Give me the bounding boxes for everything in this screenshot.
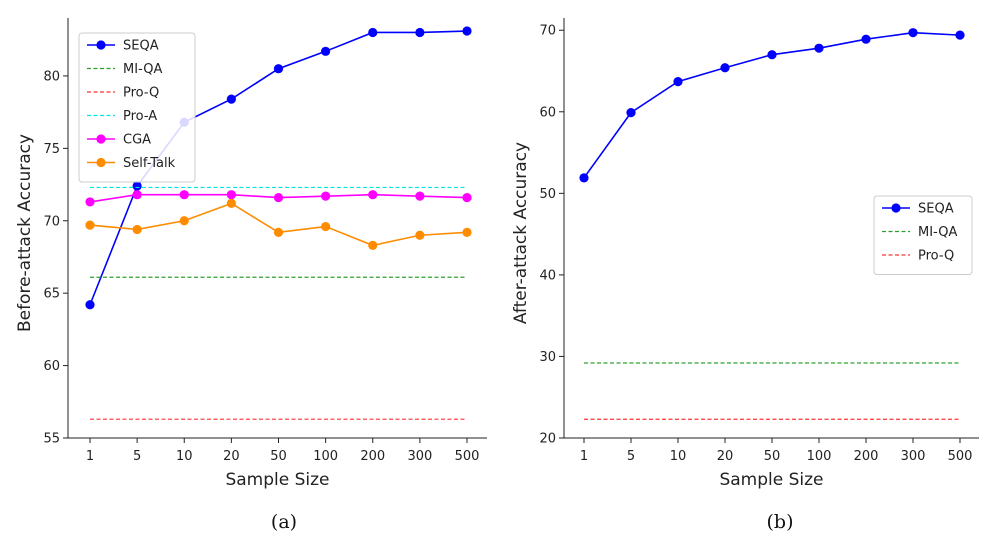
subplot-a-series-cga-point-20 xyxy=(226,190,236,200)
legend-label-self-talk: Self-Talk xyxy=(123,156,176,171)
subplot-a-ytick-label: 75 xyxy=(43,142,60,157)
subplot-a-series-self-talk-point-300 xyxy=(415,230,425,240)
subplot-a-series-seqa-point-200 xyxy=(368,27,378,38)
subplot-a-series-seqa-point-20 xyxy=(226,94,236,104)
subplot-a-series-seqa-point-5 xyxy=(132,181,142,191)
subplot-a-caption: (a) xyxy=(271,511,297,533)
subplot-a-series-self-talk-point-500 xyxy=(462,227,472,237)
subplot-a-series-self-talk-point-200 xyxy=(368,240,378,250)
subplot-b-xtick-label: 500 xyxy=(948,449,973,464)
subplot-a-ytick-label: 65 xyxy=(43,287,60,302)
subplot-a-series-cga-point-300 xyxy=(415,191,425,201)
subplot-a-xlabel: Sample Size xyxy=(225,470,329,490)
subplot-b-ytick-label: 40 xyxy=(539,268,556,283)
subplot-a-legend-frame xyxy=(78,32,196,183)
subplot-b-ytick-label: 20 xyxy=(539,432,556,447)
subplot-b-xtick-label: 200 xyxy=(854,449,879,464)
legend-marker-seqa xyxy=(891,203,901,213)
subplot-b: 20 30 40 50 60 70 1 5 10 20 50 100 200 300 500 Sample… xyxy=(511,18,979,533)
subplot-b-xtick-label: 5 xyxy=(627,449,635,464)
subplot-b-xlabel: Sample Size xyxy=(719,470,823,490)
subplot-a-xtick-label: 10 xyxy=(176,449,193,464)
subplot-a-series-seqa-point-300 xyxy=(415,27,425,38)
subplot-b-xtick-label: 300 xyxy=(901,449,926,464)
subplot-b-series-seqa-point-300 xyxy=(908,28,918,38)
subplot-b-legend: SEQA MI-QA Pro-Q xyxy=(873,195,973,275)
legend-label-mi-qa: MI-QA xyxy=(123,62,162,77)
subplot-a-xtick-label: 50 xyxy=(270,449,287,464)
subplot-b-series-seqa-point-1 xyxy=(579,173,589,183)
subplot-a-xtick-label: 500 xyxy=(455,449,480,464)
legend-label-pro-q: Pro-Q xyxy=(918,249,954,264)
subplot-b-series-seqa-point-50 xyxy=(767,50,777,60)
subplot-a-ytick-label: 60 xyxy=(43,359,60,374)
subplot-a-ylabel: Before-attack Accuracy xyxy=(15,134,35,332)
legend-label-pro-a: Pro-A xyxy=(123,109,157,124)
subplot-b-xtick-label: 1 xyxy=(580,449,588,464)
subplot-b-xtick-label: 100 xyxy=(807,449,832,464)
subplot-a-series-self-talk-point-20 xyxy=(226,198,236,208)
subplot-a-series-cga-point-100 xyxy=(321,191,331,201)
subplot-a-ytick-label: 55 xyxy=(43,432,60,447)
legend-label-pro-q: Pro-Q xyxy=(123,86,159,101)
subplot-b-xtick-label: 20 xyxy=(717,449,734,464)
subplot-a-series-seqa-point-500 xyxy=(462,26,472,36)
subplot-a-series-cga-point-1 xyxy=(85,197,95,207)
subplot-a-xtick-label: 1 xyxy=(86,449,94,464)
subplot-b-ytick-label: 70 xyxy=(539,24,556,39)
legend-label-mi-qa: MI-QA xyxy=(918,225,957,240)
subplot-b-ytick-label: 60 xyxy=(539,105,556,120)
subplot-a-series-self-talk-point-1 xyxy=(85,220,95,230)
subplot-b-series-seqa-point-10 xyxy=(673,77,683,87)
legend-label-cga: CGA xyxy=(123,133,151,148)
subplot-a-series-seqa-point-100 xyxy=(321,46,331,56)
subplot-a-series-seqa-point-1 xyxy=(85,300,95,310)
subplot-a-series-cga-point-10 xyxy=(179,190,189,200)
subplot-a-xtick-label: 200 xyxy=(360,449,385,464)
subplot-b-series-seqa-point-5 xyxy=(626,108,636,118)
subplot-a-series-cga-point-500 xyxy=(462,192,472,203)
subplot-b-series-seqa-point-500 xyxy=(955,30,965,40)
subplot-b-ytick-label: 50 xyxy=(539,187,556,202)
legend-label-seqa: SEQA xyxy=(918,202,954,217)
subplot-a-series-cga-point-5 xyxy=(132,190,142,200)
subplot-a-series-cga-point-50 xyxy=(273,192,284,203)
subplot-a-series-self-talk-point-50 xyxy=(273,227,284,237)
legend-marker-seqa xyxy=(96,40,106,50)
subplot-a-xtick-label: 100 xyxy=(313,449,338,464)
subplot-a-legend: SEQA MI-QA Pro-Q Pro-A CGA Self-Talk xyxy=(78,32,196,183)
legend-marker-self-talk xyxy=(96,157,106,168)
subplot-b-xtick-label: 50 xyxy=(764,449,781,464)
subplot-a-series-self-talk-point-100 xyxy=(321,221,331,232)
subplot-a-series-self-talk-point-10 xyxy=(179,216,189,226)
subplot-b-series-seqa-point-100 xyxy=(814,43,824,53)
legend-label-seqa: SEQA xyxy=(123,39,159,54)
subplot-a-ytick-label: 70 xyxy=(43,214,60,229)
legend-marker-cga xyxy=(96,134,106,144)
subplot-a-series-self-talk-line xyxy=(89,202,468,247)
subplot-b-ytick-label: 30 xyxy=(539,350,556,365)
subplot-a-xtick-label: 20 xyxy=(223,449,240,464)
subplot-a-xtick-label: 300 xyxy=(407,449,432,464)
subplot-a-series-self-talk-point-5 xyxy=(132,224,142,235)
subplot-b-series-seqa-point-200 xyxy=(861,34,871,44)
subplot-a-series-seqa-point-50 xyxy=(273,64,284,74)
subplot-a-xtick-label: 5 xyxy=(133,449,141,464)
subplot-b-ylabel: After-attack Accuracy xyxy=(511,142,531,324)
subplot-b-series-seqa-point-20 xyxy=(720,63,730,73)
subplot-b-xtick-label: 10 xyxy=(670,449,687,464)
subplot-b-caption: (b) xyxy=(767,511,794,533)
subplot-a: 55 60 65 70 75 80 1 5 10 20 50 100 200 300 500 Sample… xyxy=(15,18,487,533)
subplot-a-series-cga-point-200 xyxy=(368,190,378,200)
subplot-a-ytick-label: 80 xyxy=(43,69,60,84)
